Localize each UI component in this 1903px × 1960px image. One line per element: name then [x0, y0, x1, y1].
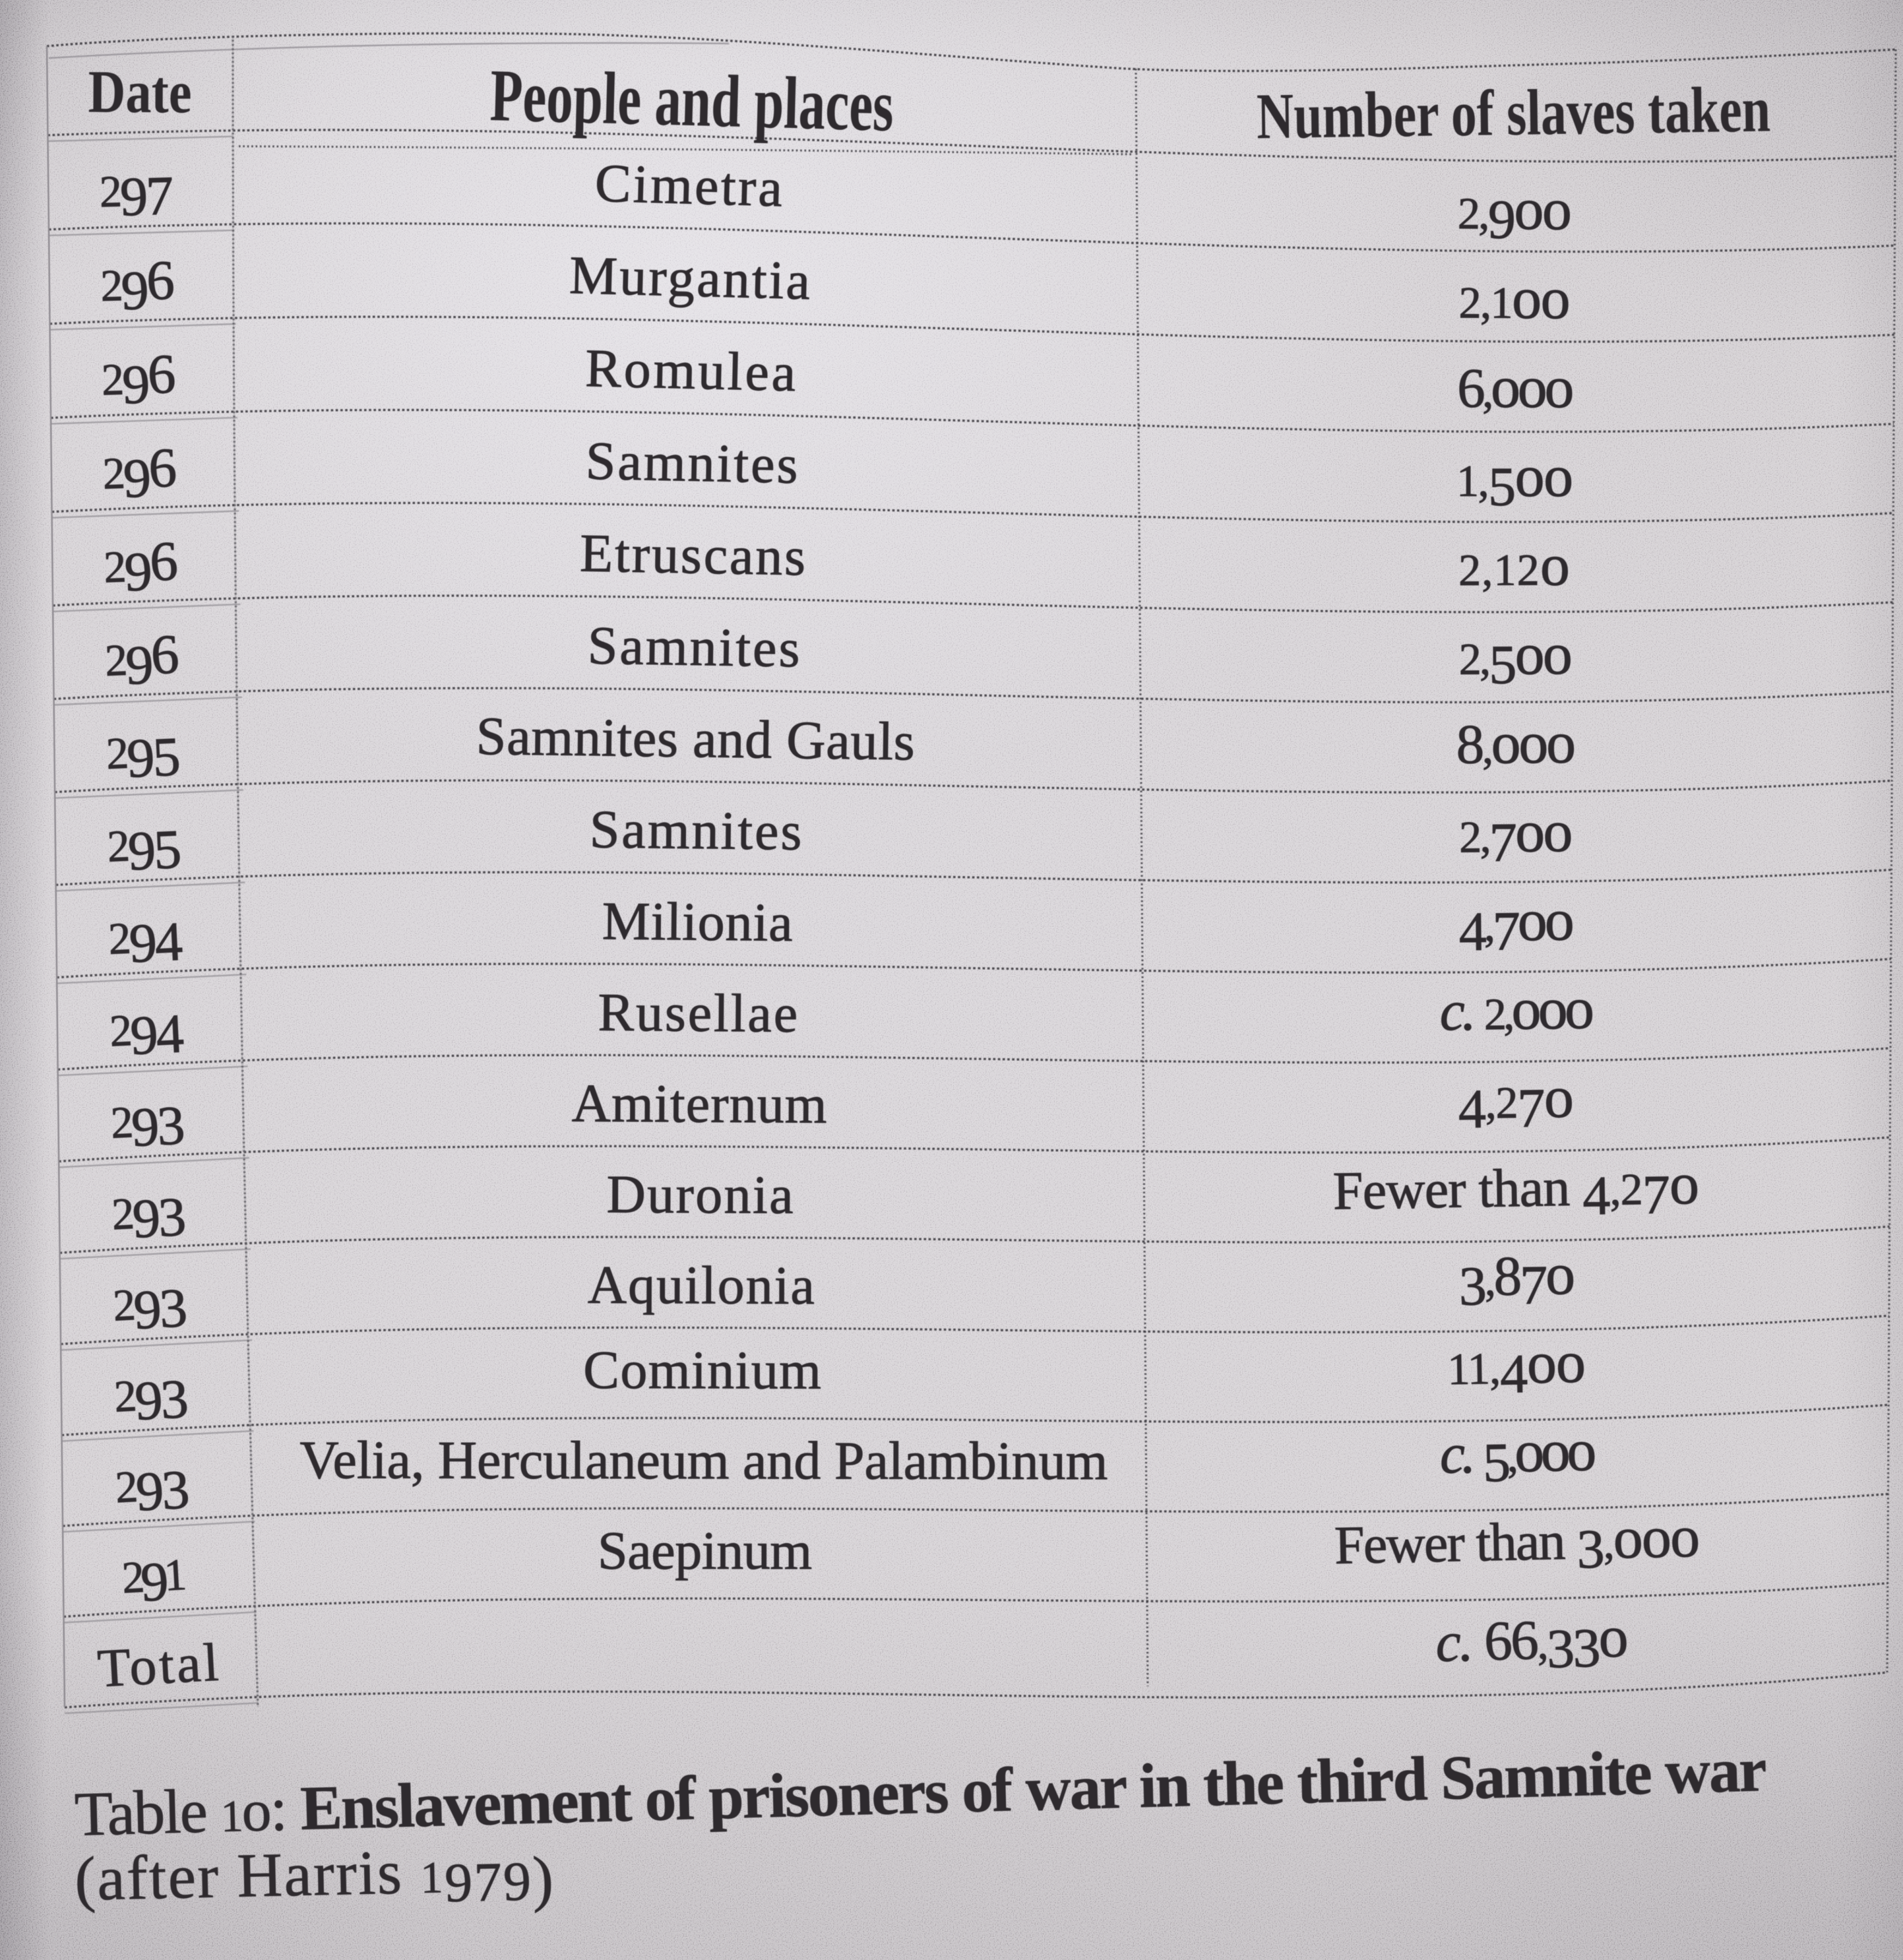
- svg-text:296: 296: [104, 623, 179, 697]
- svg-text:293: 293: [109, 1094, 185, 1159]
- svg-text:Fewer than 4,27o: Fewer than 4,27o: [1332, 1151, 1699, 1231]
- svg-text:Cimetra: Cimetra: [594, 153, 786, 218]
- svg-text:Samnites: Samnites: [585, 431, 800, 495]
- svg-text:c. 2,ooo: c. 2,ooo: [1439, 976, 1593, 1043]
- svg-text:8,ooo: 8,ooo: [1456, 711, 1574, 776]
- svg-text:294: 294: [108, 1002, 184, 1067]
- svg-text:293: 293: [113, 1368, 188, 1434]
- svg-text:Aquilonia: Aquilonia: [588, 1255, 816, 1315]
- svg-text:Romulea: Romulea: [584, 338, 799, 402]
- svg-text:2,5oo: 2,5oo: [1458, 621, 1571, 696]
- svg-text:c. 5,ooo: c. 5,ooo: [1439, 1418, 1596, 1494]
- svg-text:293: 293: [114, 1458, 189, 1524]
- svg-text:Samnites: Samnites: [587, 616, 802, 679]
- svg-text:295: 295: [105, 726, 179, 791]
- svg-text:1,5oo: 1,5oo: [1456, 444, 1573, 518]
- svg-text:293: 293: [111, 1185, 186, 1251]
- svg-text:297: 297: [99, 164, 173, 228]
- svg-text:4,27o: 4,27o: [1458, 1065, 1574, 1140]
- svg-text:Samnites and Gauls: Samnites and Gauls: [476, 706, 916, 772]
- svg-text:Samnites: Samnites: [589, 799, 804, 862]
- svg-text:3,87o: 3,87o: [1458, 1242, 1574, 1317]
- svg-text:2,12o: 2,12o: [1458, 533, 1571, 598]
- svg-text:294: 294: [108, 910, 183, 976]
- svg-text:Table 1o: Enslavement of priso: Table 1o: Enslavement of prisoners of wa…: [74, 1734, 1767, 1849]
- svg-text:293: 293: [111, 1277, 187, 1343]
- svg-text:Date: Date: [88, 58, 192, 126]
- svg-text:Milionia: Milionia: [602, 891, 794, 953]
- svg-text:4,7oo: 4,7oo: [1458, 887, 1573, 963]
- svg-text:296: 296: [102, 437, 177, 511]
- svg-text:296: 296: [102, 530, 177, 604]
- svg-text:Rusellae: Rusellae: [598, 982, 799, 1044]
- svg-text:c. 66,33o: c. 66,33o: [1435, 1604, 1628, 1683]
- svg-text:Velia, Herculaneum and Palambi: Velia, Herculaneum and Palambinum: [299, 1430, 1107, 1491]
- svg-text:295: 295: [106, 818, 181, 883]
- svg-text:(after Harris 1979): (after Harris 1979): [74, 1834, 555, 1923]
- svg-text:Etruscans: Etruscans: [579, 523, 807, 587]
- svg-text:291: 291: [121, 1549, 186, 1614]
- svg-text:296: 296: [100, 249, 174, 323]
- svg-text:Number of slaves taken: Number of slaves taken: [1256, 74, 1770, 153]
- svg-text:6,ooo: 6,ooo: [1457, 355, 1573, 421]
- svg-text:Saepinum: Saepinum: [598, 1521, 812, 1581]
- svg-text:296: 296: [100, 343, 175, 417]
- svg-text:2,1oo: 2,1oo: [1458, 265, 1569, 331]
- svg-text:2,7oo: 2,7oo: [1459, 799, 1572, 874]
- svg-text:Duronia: Duronia: [606, 1164, 795, 1225]
- svg-text:2,9oo: 2,9oo: [1457, 176, 1570, 251]
- svg-text:Total: Total: [96, 1631, 222, 1698]
- svg-text:People and places: People and places: [489, 54, 894, 147]
- svg-text:Fewer than 3,ooo: Fewer than 3,ooo: [1334, 1504, 1699, 1585]
- svg-text:Amiternum: Amiternum: [572, 1073, 828, 1134]
- svg-text:11,4oo: 11,4oo: [1447, 1330, 1585, 1407]
- svg-text:Murgantia: Murgantia: [569, 245, 813, 311]
- svg-text:Cominium: Cominium: [583, 1340, 822, 1401]
